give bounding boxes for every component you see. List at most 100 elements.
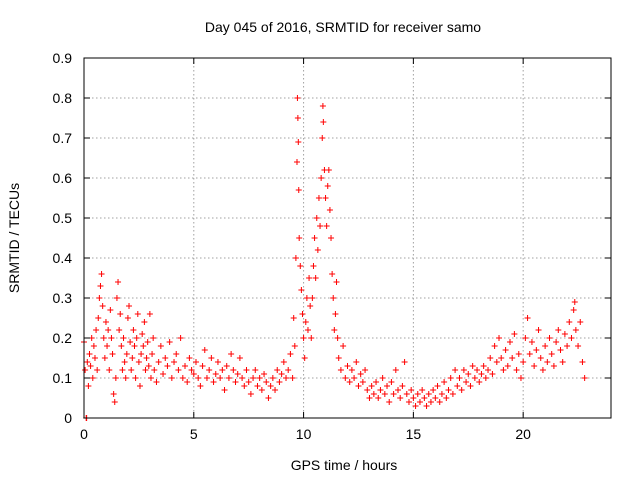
data-point [171, 359, 178, 365]
data-point [206, 367, 213, 373]
data-point [121, 359, 128, 365]
data-point [190, 371, 197, 377]
data-point [289, 375, 296, 381]
data-point [97, 283, 104, 289]
data-point [375, 395, 382, 401]
x-tick-label: 20 [515, 426, 531, 442]
data-point [493, 359, 500, 365]
data-point [111, 399, 118, 405]
data-point [379, 375, 386, 381]
y-axis-label: SRMTID / TECUs [6, 183, 22, 293]
data-point [373, 379, 380, 385]
data-point [293, 159, 300, 165]
data-point [86, 351, 93, 357]
data-point [135, 359, 142, 365]
data-point [175, 367, 182, 373]
data-point [269, 375, 276, 381]
data-point [225, 375, 232, 381]
data-point [502, 347, 509, 353]
data-point [441, 379, 448, 385]
data-point [303, 295, 310, 301]
data-point [449, 391, 456, 397]
data-point [317, 223, 324, 229]
data-point [386, 399, 393, 405]
data-point [390, 391, 397, 397]
data-point [319, 103, 326, 109]
y-tick-label: 0.7 [53, 130, 73, 146]
data-point [239, 375, 246, 381]
data-point [164, 363, 171, 369]
data-point [395, 387, 402, 393]
data-point [295, 187, 302, 193]
data-point [299, 311, 306, 317]
data-point [272, 387, 279, 393]
data-point [571, 299, 578, 305]
data-point [108, 335, 115, 341]
data-point [285, 367, 292, 373]
data-point [427, 399, 434, 405]
data-point [99, 303, 106, 309]
data-point [122, 375, 129, 381]
data-point [533, 347, 540, 353]
data-point [94, 367, 101, 373]
data-point [550, 363, 557, 369]
data-point [295, 139, 302, 145]
data-point [113, 295, 120, 301]
data-point [182, 363, 189, 369]
data-point [241, 383, 248, 389]
data-point [314, 247, 321, 253]
data-point [414, 391, 421, 397]
data-point [570, 307, 577, 313]
data-point [188, 367, 195, 373]
data-point [506, 339, 513, 345]
data-point [332, 311, 339, 317]
data-point [509, 355, 516, 361]
data-point [500, 367, 507, 373]
data-point [223, 363, 230, 369]
data-point [252, 367, 259, 373]
data-point [82, 367, 89, 373]
data-point [482, 375, 489, 381]
data-point [208, 355, 215, 361]
data-point [267, 383, 274, 389]
axis-ticks [83, 57, 611, 419]
data-point [116, 327, 123, 333]
data-points [81, 95, 588, 421]
data-point [109, 351, 116, 357]
data-point [318, 175, 325, 181]
data-point [118, 343, 125, 349]
data-point [102, 319, 109, 325]
data-point [471, 375, 478, 381]
data-point [250, 375, 257, 381]
data-point [485, 367, 492, 373]
data-point [133, 335, 140, 341]
data-point [334, 335, 341, 341]
data-point [405, 399, 412, 405]
data-point [126, 303, 133, 309]
data-point [357, 371, 364, 377]
data-point [487, 355, 494, 361]
data-point [197, 383, 204, 389]
data-point [454, 383, 461, 389]
data-point [425, 391, 432, 397]
data-point [333, 279, 340, 285]
data-point [308, 335, 315, 341]
data-point [312, 275, 319, 281]
data-point [150, 335, 157, 341]
data-point [329, 271, 336, 277]
y-tick-label: 0.2 [53, 330, 73, 346]
data-point [522, 335, 529, 341]
data-point [230, 367, 237, 373]
data-point [95, 315, 102, 321]
data-point [531, 363, 538, 369]
data-point [274, 367, 281, 373]
y-tick-labels: 0 0.1 0.2 0.3 0.4 0.5 0.6 0.7 0.8 0.9 [53, 50, 73, 426]
data-point [463, 379, 470, 385]
data-point [89, 375, 96, 381]
x-tick-label: 15 [406, 426, 422, 442]
data-point [478, 371, 485, 377]
data-point [276, 379, 283, 385]
data-point [537, 355, 544, 361]
data-point [342, 375, 349, 381]
